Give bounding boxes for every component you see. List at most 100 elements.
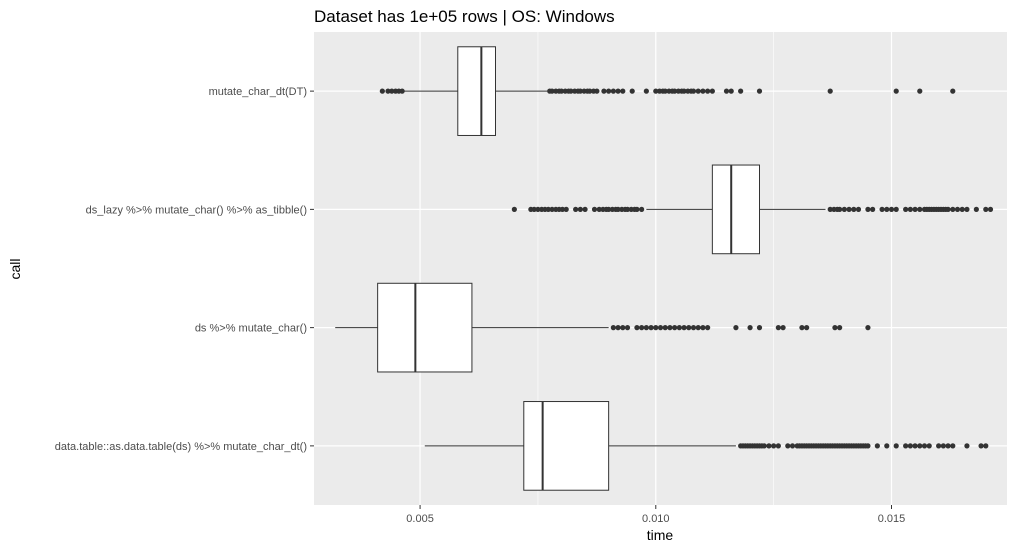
outlier-point: [917, 206, 923, 212]
outlier-point: [709, 88, 715, 94]
outlier-point: [837, 206, 843, 212]
outlier-point: [615, 325, 621, 331]
outlier-point: [893, 443, 899, 449]
outlier-point: [959, 206, 965, 212]
outlier-point: [987, 206, 994, 212]
outlier-point: [379, 88, 385, 94]
outlier-point: [973, 206, 979, 212]
outlier-point: [954, 206, 961, 212]
outlier-point: [620, 325, 626, 331]
y-tick-label: mutate_char_dt(DT): [209, 86, 307, 98]
outlier-point: [681, 88, 687, 94]
outlier-point: [639, 206, 645, 212]
outlier-point: [879, 206, 885, 212]
outlier-point: [606, 88, 612, 94]
outlier-point: [907, 443, 913, 449]
outlier-point: [676, 325, 682, 331]
outlier-point: [385, 88, 391, 94]
outlier-point: [827, 206, 833, 212]
y-axis-title: call: [7, 258, 23, 279]
outlier-point: [568, 88, 574, 94]
outlier-point: [601, 88, 607, 94]
outlier-point: [940, 443, 946, 449]
outlier-point: [865, 325, 871, 331]
outlier-point: [577, 88, 583, 94]
outlier-point: [672, 88, 678, 94]
outlier-point: [771, 443, 777, 449]
box: [377, 282, 473, 373]
outlier-point: [639, 325, 645, 331]
outlier-point: [389, 88, 395, 94]
outlier-point: [945, 443, 951, 449]
outlier-point: [634, 325, 640, 331]
outlier-point: [667, 325, 673, 331]
y-tick-label: data.table::as.data.table(ds) %>% mutate…: [55, 441, 307, 453]
outlier-point: [964, 443, 970, 449]
outlier-point: [950, 206, 956, 212]
outlier-point: [591, 206, 598, 212]
outlier-point: [690, 325, 697, 331]
outlier-point: [775, 443, 781, 449]
outlier-point: [690, 88, 697, 94]
outlier-point: [917, 443, 923, 449]
outlier-point: [884, 443, 890, 449]
outlier-point: [705, 325, 711, 331]
outlier-point: [964, 206, 970, 212]
outlier-point: [846, 206, 852, 212]
outlier-point: [756, 88, 763, 94]
outlier-point: [643, 88, 649, 94]
outlier-point: [594, 88, 600, 94]
plot-panel: mutate_char_dt(DT) ds_lazy %>% mutate_cha…: [55, 32, 1007, 525]
outlier-point: [648, 325, 654, 331]
outlier-point: [615, 88, 621, 94]
outlier-point: [695, 88, 701, 94]
outlier-point: [950, 443, 956, 449]
box-series: [511, 164, 994, 255]
outlier-point: [723, 88, 730, 94]
outlier-point: [837, 325, 843, 331]
outlier-point: [912, 443, 918, 449]
outlier-point: [559, 206, 566, 212]
outlier-point: [907, 206, 913, 212]
outlier-point: [657, 325, 664, 331]
box-series: [335, 282, 871, 373]
box: [711, 164, 760, 255]
outlier-point: [634, 206, 640, 212]
box-series: [424, 401, 989, 491]
outlier-point: [936, 443, 942, 449]
outlier-point: [903, 206, 909, 212]
outlier-point: [832, 325, 838, 331]
outlier-point: [587, 88, 593, 94]
outlier-point: [545, 206, 551, 212]
outlier-point: [549, 206, 555, 212]
outlier-point: [531, 206, 537, 212]
outlier-point: [643, 325, 649, 331]
box-series: [379, 46, 956, 136]
outlier-point: [624, 325, 631, 331]
outlier-point: [624, 206, 631, 212]
outlier-point: [804, 325, 810, 331]
outlier-point: [705, 88, 711, 94]
outlier-point: [686, 325, 692, 331]
outlier-point: [785, 443, 791, 449]
outlier-point: [761, 443, 767, 449]
outlier-point: [870, 206, 876, 212]
outlier-point: [563, 206, 569, 212]
outlier-point: [945, 206, 951, 212]
outlier-point: [653, 88, 659, 94]
outlier-point: [681, 325, 687, 331]
outlier-point: [582, 206, 588, 212]
outlier-point: [728, 88, 734, 94]
outlier-point: [620, 88, 626, 94]
box: [523, 401, 610, 491]
outlier-point: [511, 206, 517, 212]
outlier-point: [978, 443, 984, 449]
outlier-point: [629, 88, 635, 94]
outlier-point: [950, 88, 956, 94]
outlier-point: [841, 206, 847, 212]
outlier-point: [926, 443, 932, 449]
outlier-point: [893, 206, 899, 212]
outlier-point: [903, 443, 909, 449]
x-axis-title: time: [647, 527, 674, 543]
box: [457, 46, 496, 136]
